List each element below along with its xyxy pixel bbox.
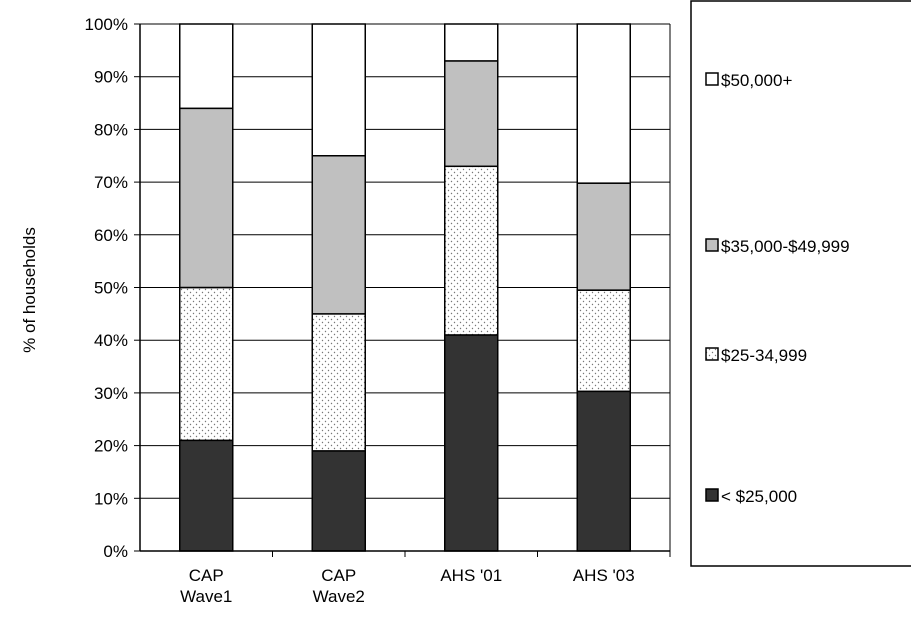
bar-segment-series-0-cat-3 bbox=[576, 390, 631, 552]
legend-label: $35,000-$49,999 bbox=[721, 237, 850, 256]
legend-label: $25-34,999 bbox=[721, 346, 807, 365]
bar-segment-series-3-cat-2 bbox=[444, 23, 499, 62]
bars bbox=[179, 23, 631, 552]
legend: $50,000+ $35,000-$49,999 $25-34,999 < $25,0… bbox=[690, 0, 911, 567]
bar-segment-series-1-cat-3 bbox=[576, 289, 631, 393]
legend-swatch bbox=[705, 347, 719, 361]
bar-segment-series-3-cat-3 bbox=[576, 23, 631, 184]
y-tick-label: 50% bbox=[94, 279, 128, 298]
y-tick-label: 70% bbox=[94, 173, 128, 192]
y-tick-label: 90% bbox=[94, 68, 128, 87]
y-tick-labels: 0% 10% 20% 30% 40% 50% 60% 70% 80% 90% 100% bbox=[85, 15, 128, 561]
y-tick-label: 0% bbox=[103, 542, 128, 561]
legend-swatch bbox=[705, 238, 719, 252]
bar-segment-series-2-cat-1 bbox=[311, 155, 366, 315]
bar-segment-series-3-cat-1 bbox=[311, 23, 366, 157]
bar-segment-series-1-cat-0 bbox=[179, 286, 234, 442]
x-tick-label: AHS '01 bbox=[440, 566, 502, 585]
bar-segment-series-2-cat-3 bbox=[576, 182, 631, 291]
legend-label: $50,000+ bbox=[721, 71, 792, 90]
y-tick-label: 10% bbox=[94, 489, 128, 508]
y-tick-label: 20% bbox=[94, 437, 128, 456]
bar-segment-series-1-cat-2 bbox=[444, 165, 499, 336]
y-tick-label: 80% bbox=[94, 120, 128, 139]
y-tick-label: 100% bbox=[85, 15, 128, 34]
legend-item: $50,000+ bbox=[705, 71, 792, 90]
bar-segment-series-0-cat-0 bbox=[179, 439, 234, 552]
legend-item: < $25,000 bbox=[705, 487, 797, 506]
legend-item: $25-34,999 bbox=[705, 346, 807, 365]
y-axis-label: % of households bbox=[20, 227, 39, 353]
bar-segment-series-0-cat-2 bbox=[444, 334, 499, 552]
legend-swatch bbox=[705, 72, 719, 86]
x-tick-label: CAP Wave2 bbox=[313, 566, 365, 606]
x-tick-label: AHS '03 bbox=[573, 566, 635, 585]
legend-swatch bbox=[705, 488, 719, 502]
y-tick-label: 60% bbox=[94, 226, 128, 245]
axes bbox=[134, 23, 671, 557]
legend-box bbox=[690, 0, 911, 567]
bar-segment-series-0-cat-1 bbox=[311, 450, 366, 552]
legend-label: < $25,000 bbox=[721, 487, 797, 506]
y-tick-label: 40% bbox=[94, 331, 128, 350]
bar-segment-series-3-cat-0 bbox=[179, 23, 234, 110]
y-tick-label: 30% bbox=[94, 384, 128, 403]
bar-segment-series-2-cat-0 bbox=[179, 107, 234, 289]
x-tick-labels: CAP Wave1 CAP Wave2 AHS '01 AHS '03 bbox=[180, 566, 635, 606]
x-tick-label: CAP Wave1 bbox=[180, 566, 232, 606]
legend-item: $35,000-$49,999 bbox=[705, 237, 850, 256]
bar-segment-series-1-cat-1 bbox=[311, 313, 366, 452]
bar-segment-series-2-cat-2 bbox=[444, 60, 499, 168]
